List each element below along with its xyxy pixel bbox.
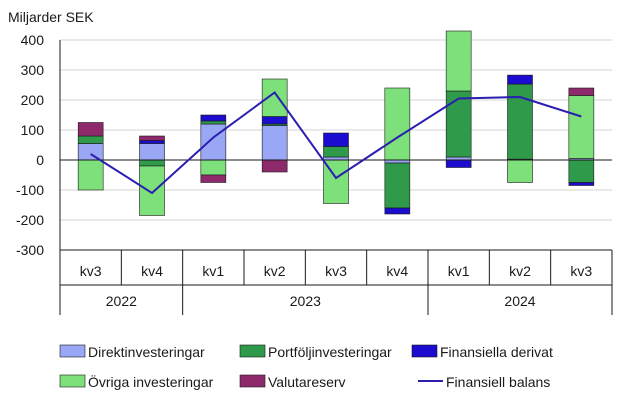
y-tick-label: 400 [21, 32, 45, 48]
legend-label: Portföljinvesteringar [268, 344, 392, 360]
bar-segment [507, 83, 533, 160]
bar-segment [507, 159, 533, 183]
bar-segment [139, 165, 165, 216]
bar-segment [200, 120, 227, 125]
legend-swatch [239, 344, 266, 358]
bar-segment [384, 162, 411, 209]
y-tick-label: -100 [16, 182, 44, 198]
year-label: 2023 [290, 293, 321, 309]
bar-segment [139, 140, 165, 144]
bar-segment [139, 135, 165, 141]
year-label: 2024 [504, 293, 535, 309]
bar-segment [445, 90, 472, 158]
legend-label: Övriga investeringar [88, 373, 214, 390]
category-label: kv3 [325, 263, 347, 279]
category-label: kv1 [448, 263, 470, 279]
y-tick-label: 200 [21, 92, 45, 108]
legend-swatch [239, 374, 266, 388]
bar-segment [323, 146, 349, 158]
line-finansiell-balans [90, 91, 582, 195]
bar-segment [507, 74, 533, 85]
bar-segment [261, 159, 288, 173]
legend-label: Finansiell balans [446, 374, 550, 390]
bar-segment [323, 132, 349, 147]
bar-segment [139, 159, 165, 167]
bar-segment [384, 207, 411, 215]
category-label: kv4 [386, 263, 408, 279]
bar-segment [445, 159, 472, 168]
bar-segment [200, 123, 227, 161]
y-tick-label: -300 [16, 242, 44, 258]
legend-label: Valutareserv [268, 374, 346, 390]
bar-segment [77, 135, 104, 144]
bar-segment [139, 143, 165, 161]
bar-segment [568, 87, 595, 96]
legend-swatch [59, 374, 86, 388]
bar-segment [200, 159, 227, 176]
bar-segment [200, 114, 227, 122]
bar-segment [568, 95, 595, 159]
legend-label: Finansiella derivat [440, 344, 553, 360]
bar-segment [77, 122, 104, 137]
category-label: kv3 [570, 263, 592, 279]
y-tick-label: 0 [36, 152, 44, 168]
category-label: kv4 [141, 263, 163, 279]
bar-segment [568, 182, 595, 186]
y-axis-title: Miljarder SEK [8, 9, 94, 25]
legend-swatch [59, 344, 86, 358]
bar-segment [77, 143, 104, 161]
category-label: kv3 [80, 263, 102, 279]
year-label: 2022 [106, 293, 137, 309]
bar-segment [568, 159, 595, 183]
y-tick-label: 300 [21, 62, 45, 78]
legend-swatch [411, 344, 438, 358]
bar-segment [445, 30, 472, 92]
bar-segment [384, 87, 411, 161]
category-label: kv1 [202, 263, 224, 279]
bar-segment [77, 159, 104, 191]
y-tick-label: 100 [21, 122, 45, 138]
bar-segment [200, 174, 227, 183]
category-label: kv2 [509, 263, 531, 279]
legend-label: Direktinvesteringar [88, 344, 205, 360]
y-tick-label: -200 [16, 212, 44, 228]
category-label: kv2 [264, 263, 286, 279]
bar-segment [261, 116, 288, 125]
bar-segment [261, 125, 288, 161]
